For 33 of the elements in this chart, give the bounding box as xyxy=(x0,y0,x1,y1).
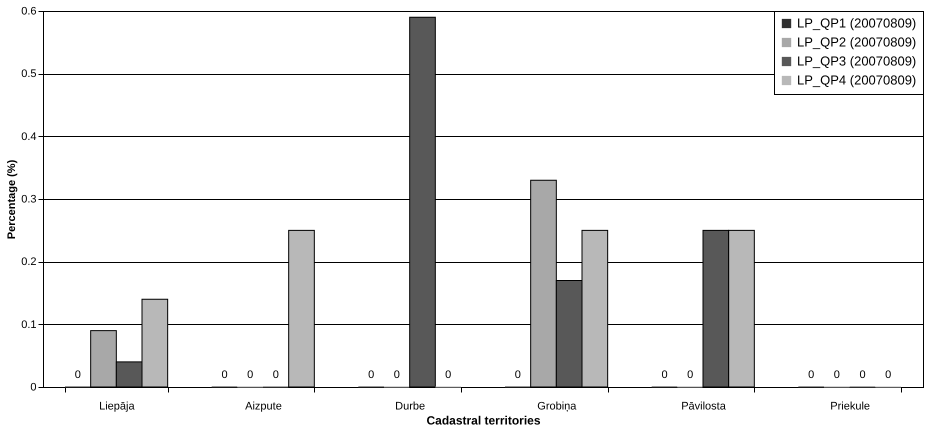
data-label: 0 xyxy=(368,369,374,381)
x-tick-label: Pāvilosta xyxy=(681,400,727,412)
data-label: 0 xyxy=(859,369,866,381)
legend-label: LP_QP4 (20070809) xyxy=(797,72,916,88)
y-tick-label: 0.4 xyxy=(21,130,36,143)
x-tick-label: Liepāja xyxy=(99,400,136,412)
legend-label: LP_QP1 (20070809) xyxy=(797,16,916,30)
data-label: 0 xyxy=(808,369,814,381)
data-label: 0 xyxy=(514,369,521,381)
data-label: 0 xyxy=(272,369,279,381)
data-label: 0 xyxy=(661,369,668,381)
data-label: 0 xyxy=(247,369,254,381)
data-label: 0 xyxy=(394,369,400,381)
y-tick-label: 0.6 xyxy=(21,6,36,18)
data-label: 0 xyxy=(885,369,892,381)
y-tick-label: 0.1 xyxy=(21,318,36,331)
x-tick-label: Grobiņa xyxy=(537,400,578,412)
y-tick-label: 0.5 xyxy=(21,68,36,80)
y-tick-label: 0.3 xyxy=(21,194,36,206)
x-tick-label: Priekule xyxy=(830,400,870,412)
y-tick-label: 0.2 xyxy=(21,256,36,268)
x-tick-label: Durbe xyxy=(395,400,426,412)
data-label: 0 xyxy=(221,369,228,381)
y-tick-label: 0 xyxy=(30,382,36,394)
legend-label: LP_QP3 (20070809) xyxy=(797,54,916,68)
y-axis-title: Percentage (%) xyxy=(6,159,18,240)
data-label: 0 xyxy=(74,369,81,381)
data-label: 0 xyxy=(445,369,452,381)
legend-label: LP_QP2 (20070809) xyxy=(797,34,916,50)
x-tick-label: Aizpute xyxy=(245,400,282,412)
data-label: 0 xyxy=(834,369,840,381)
x-axis-title: Cadastral territories xyxy=(426,414,541,428)
data-label: 0 xyxy=(687,369,694,381)
